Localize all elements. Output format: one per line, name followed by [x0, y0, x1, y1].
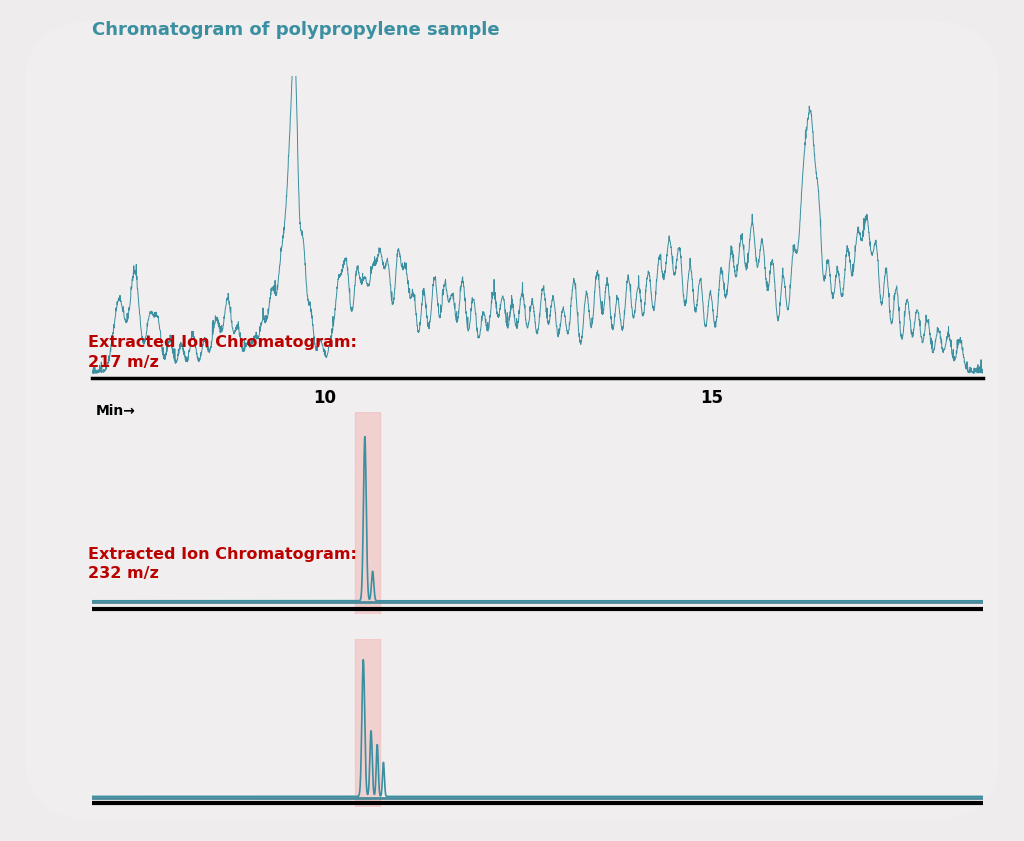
Bar: [354, 412, 380, 614]
FancyBboxPatch shape: [26, 21, 998, 820]
Text: Chromatogram of polypropylene sample: Chromatogram of polypropylene sample: [92, 21, 500, 40]
Text: Extracted Ion Chromatogram:
217 m/z: Extracted Ion Chromatogram: 217 m/z: [88, 336, 356, 370]
Text: Min→: Min→: [96, 405, 136, 418]
Bar: [354, 639, 380, 807]
Text: Extracted Ion Chromatogram:
232 m/z: Extracted Ion Chromatogram: 232 m/z: [88, 547, 356, 581]
